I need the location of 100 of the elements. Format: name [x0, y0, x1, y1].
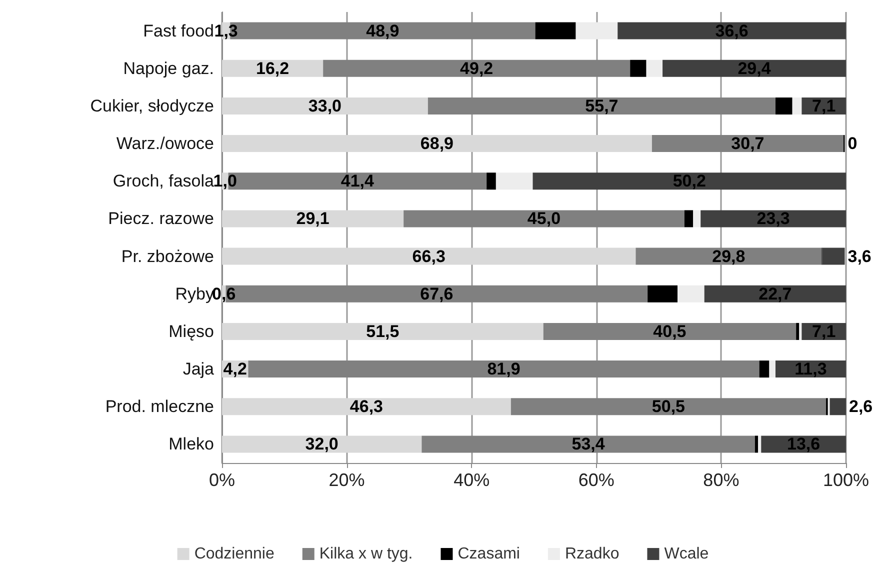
data-label: 1,3 — [214, 21, 238, 40]
bar — [222, 322, 544, 340]
data-label: 16,2 — [256, 58, 290, 78]
data-label: 48,9 — [366, 21, 400, 40]
bar — [700, 210, 846, 228]
data-label: 7,1 — [812, 96, 836, 116]
bar — [248, 360, 760, 378]
bar — [652, 135, 844, 152]
data-label: 32,0 — [305, 434, 338, 454]
bar — [222, 398, 511, 416]
y-tick-label: Fast food — [143, 21, 214, 40]
bar — [428, 97, 776, 114]
data-label: 0 — [848, 134, 858, 154]
bar — [775, 97, 792, 114]
bar — [222, 135, 652, 152]
y-tick-label: Ryby — [175, 284, 214, 304]
bar — [618, 22, 846, 40]
x-tick-label: 20% — [328, 470, 365, 490]
bar — [759, 360, 770, 378]
data-label: 51,5 — [366, 322, 400, 341]
data-label: 30,7 — [731, 134, 764, 154]
legend-label: Codziennie — [194, 546, 274, 562]
bar — [758, 436, 762, 453]
data-label: 46,3 — [350, 397, 384, 416]
x-tick-label: 40% — [454, 470, 490, 490]
bar — [646, 60, 663, 77]
bar — [222, 436, 422, 453]
y-tick-label: Mleko — [168, 434, 214, 454]
data-label: 11,3 — [794, 360, 827, 379]
data-label: 41,4 — [340, 172, 374, 191]
bar — [486, 172, 496, 190]
y-tick-label: Napoje gaz. — [123, 58, 214, 78]
data-label: 55,7 — [585, 96, 618, 116]
legend-label: Kilka x w tyg. — [319, 546, 413, 562]
data-label: 53,4 — [572, 434, 606, 454]
y-tick-label: Piecz. razowe — [108, 209, 214, 228]
bar — [222, 210, 404, 228]
bar — [792, 97, 802, 114]
x-tick-label: 100% — [822, 470, 870, 490]
y-tick-label: Cukier, słodycze — [90, 96, 214, 116]
bar — [799, 322, 802, 340]
data-label: 23,3 — [756, 209, 790, 228]
bar — [754, 436, 758, 453]
x-tick-label: 60% — [578, 470, 614, 490]
data-label: 13,6 — [787, 434, 820, 454]
bar — [576, 22, 618, 40]
x-tick-label: 0% — [208, 470, 236, 490]
data-label: 40,5 — [653, 322, 686, 341]
y-tick-label: Jaja — [182, 360, 215, 379]
data-label: 0,6 — [212, 284, 236, 304]
bar — [532, 172, 846, 190]
bar — [704, 285, 846, 302]
y-tick-label: Pr. zbożowe — [121, 246, 214, 266]
y-tick-label: Mięso — [168, 322, 214, 341]
data-label: 7,1 — [812, 322, 836, 341]
bar — [535, 22, 576, 40]
data-label: 33,0 — [308, 96, 342, 116]
data-label: 29,8 — [712, 246, 746, 266]
bar — [684, 210, 694, 228]
data-label: 67,6 — [420, 284, 454, 304]
data-label: 29,4 — [738, 58, 772, 78]
y-tick-label: Prod. mleczne — [105, 397, 214, 416]
data-label: 66,3 — [412, 246, 446, 266]
data-label: 50,2 — [672, 172, 706, 191]
y-tick-label: Warz./owoce — [116, 134, 214, 154]
data-label: 4,2 — [223, 360, 247, 379]
bar — [496, 172, 533, 190]
data-label: 36,6 — [715, 21, 748, 40]
data-label: 1,0 — [213, 172, 237, 191]
bar — [222, 97, 428, 114]
data-label: 49,2 — [460, 58, 494, 78]
bar — [510, 398, 826, 416]
legend-label: Wcale — [664, 546, 709, 562]
bar — [543, 322, 796, 340]
y-tick-label: Groch, fasola — [112, 172, 215, 191]
bar — [422, 436, 755, 453]
bar — [323, 60, 630, 77]
data-label: 29,1 — [296, 209, 330, 228]
bar — [630, 60, 646, 77]
data-label: 50,5 — [652, 397, 686, 416]
data-label: 68,9 — [420, 134, 454, 154]
bar — [648, 285, 678, 302]
bar — [693, 210, 701, 228]
bar — [769, 360, 776, 378]
data-label: 2,6 — [849, 397, 873, 416]
bar — [662, 60, 846, 77]
bar — [822, 248, 845, 265]
bar — [796, 322, 800, 340]
legend-label: Czasami — [458, 546, 520, 562]
bar — [830, 398, 846, 416]
bar — [404, 210, 684, 228]
bar — [678, 285, 704, 302]
x-tick-label: 80% — [703, 470, 740, 490]
bar — [222, 248, 636, 265]
data-label: 81,9 — [487, 360, 520, 379]
data-label: 22,7 — [758, 284, 792, 304]
bar — [636, 248, 822, 265]
legend-label: Rzadko — [564, 546, 620, 562]
data-label: 45,0 — [527, 209, 561, 228]
data-label: 3,6 — [848, 246, 872, 266]
